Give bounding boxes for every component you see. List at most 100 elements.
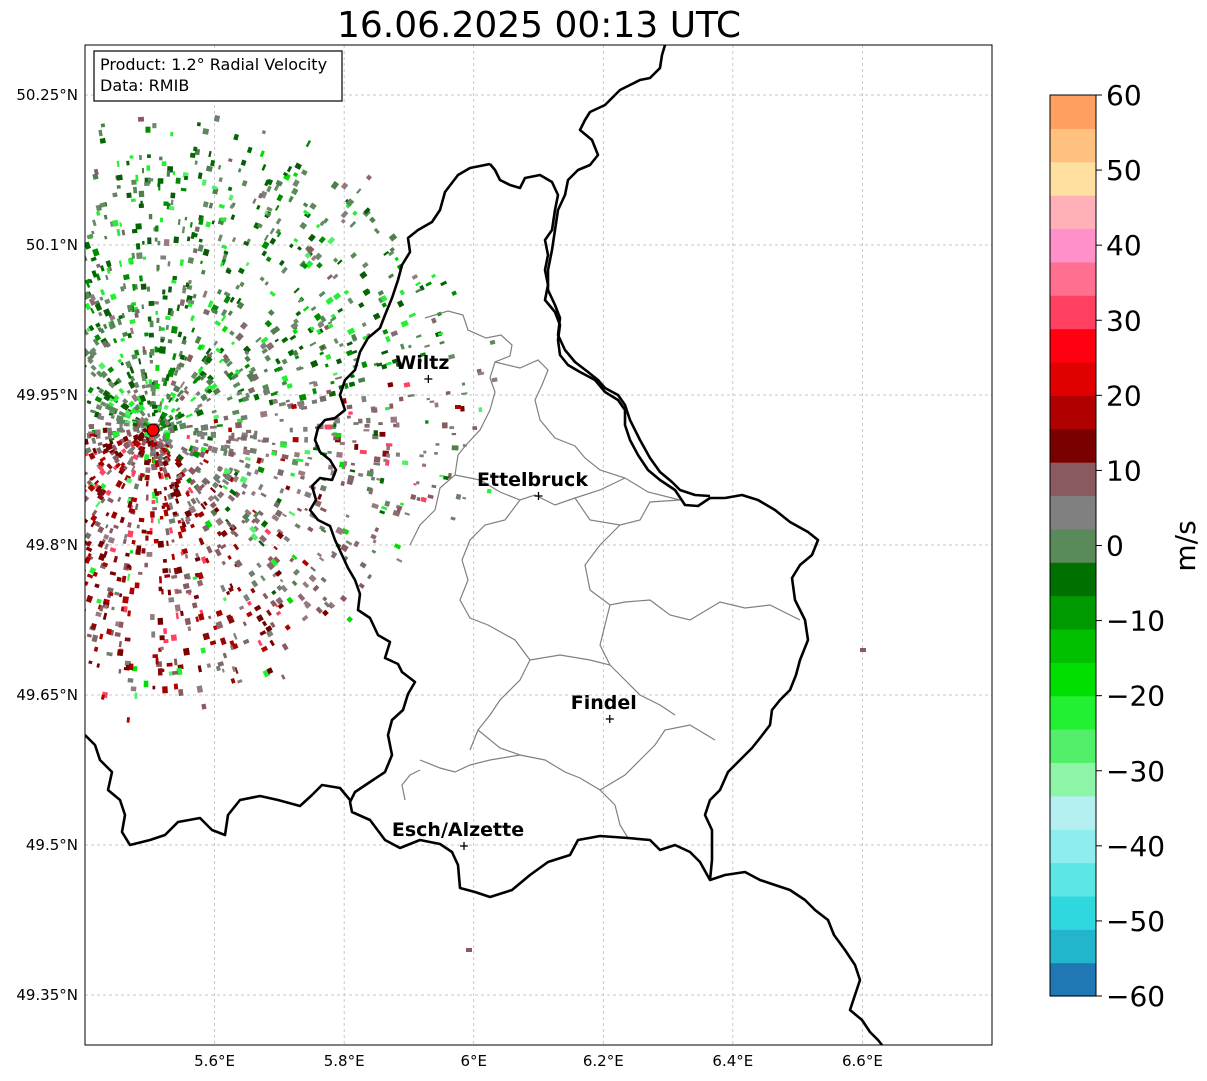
echo-pixel bbox=[277, 468, 285, 477]
echo-pixel bbox=[404, 512, 411, 516]
echo-pixel bbox=[192, 450, 201, 459]
echo-pixel bbox=[230, 529, 236, 536]
echo-pixel bbox=[429, 400, 435, 404]
echo-pixel bbox=[298, 402, 305, 410]
echo-pixel bbox=[118, 668, 122, 674]
colorbar-swatch bbox=[1050, 662, 1096, 697]
echo-pixel bbox=[218, 203, 225, 209]
echo-pixel bbox=[165, 443, 170, 449]
echo-pixel bbox=[293, 237, 299, 243]
echo-pixel bbox=[162, 289, 166, 295]
echo-pixel bbox=[174, 397, 180, 403]
colorbar-tick-labels: 60 50 40 30 20 10 0 −10 −20 −30 −40 −50 −60 bbox=[1096, 79, 1165, 1013]
echo-pixel bbox=[451, 432, 457, 436]
echo-pixel bbox=[272, 399, 279, 405]
lat-tick-label: 50.1°N bbox=[26, 236, 78, 254]
echo-pixel bbox=[167, 472, 172, 479]
echo-pixel bbox=[265, 256, 272, 263]
echo-pixel bbox=[261, 348, 269, 355]
echo-pixel bbox=[112, 338, 118, 344]
echo-pixel bbox=[327, 464, 334, 471]
echo-pixel bbox=[381, 302, 388, 308]
echo-pixel bbox=[289, 243, 294, 249]
echo-pixel bbox=[158, 325, 162, 332]
echo-pixel bbox=[240, 159, 247, 166]
echo-pixel bbox=[172, 670, 178, 675]
echo-pixel bbox=[118, 314, 124, 320]
echo-pixel bbox=[367, 573, 373, 580]
echo-pixel bbox=[131, 353, 138, 360]
echo-pixel bbox=[209, 382, 218, 391]
echo-pixel bbox=[232, 475, 240, 483]
echo-pixel bbox=[110, 511, 118, 519]
echo-pixel bbox=[455, 493, 462, 500]
echo-pixel bbox=[361, 261, 369, 269]
echo-pixel bbox=[335, 526, 345, 536]
echo-pixel bbox=[373, 456, 381, 463]
echo-pixel bbox=[87, 354, 95, 362]
echo-pixel bbox=[129, 319, 136, 325]
echo-pixel bbox=[127, 332, 132, 339]
echo-pixel bbox=[373, 227, 380, 235]
echo-pixel bbox=[85, 447, 92, 455]
echo-pixel bbox=[178, 471, 186, 479]
echo-pixel bbox=[250, 533, 259, 541]
echo-pixel bbox=[143, 431, 151, 438]
echo-pixel bbox=[353, 540, 360, 548]
echo-pixel bbox=[476, 368, 482, 373]
echo-pixel bbox=[228, 427, 232, 433]
echo-pixel bbox=[261, 250, 268, 257]
echo-pixel bbox=[225, 439, 231, 444]
echo-pixel bbox=[309, 326, 315, 332]
echo-pixel bbox=[168, 502, 174, 510]
echo-pixel bbox=[130, 496, 138, 503]
echo-pixel bbox=[257, 466, 265, 474]
echo-pixel bbox=[410, 493, 417, 501]
echo-pixel bbox=[331, 433, 337, 436]
echo-pixel bbox=[116, 451, 124, 459]
city-markers: Wiltz Ettelbruck Findel Esch/Alzette bbox=[392, 352, 637, 850]
echo-pixel bbox=[128, 566, 132, 571]
echo-pixel bbox=[220, 543, 227, 550]
city-label: Wiltz bbox=[395, 352, 449, 374]
echo-pixel bbox=[141, 373, 147, 382]
echo-pixel bbox=[105, 274, 109, 281]
echo-pixel bbox=[420, 496, 427, 503]
echo-pixel bbox=[261, 620, 268, 627]
echo-pixel bbox=[197, 403, 203, 409]
echo-pixel bbox=[90, 409, 97, 414]
echo-pixel bbox=[146, 531, 153, 535]
echo-pixel bbox=[181, 339, 187, 345]
echo-pixel bbox=[123, 283, 127, 290]
echo-pixel bbox=[138, 431, 147, 440]
echo-pixel bbox=[176, 390, 184, 398]
echo-pixel bbox=[219, 261, 224, 267]
echo-pixel bbox=[386, 445, 391, 451]
echo-pixel bbox=[407, 393, 415, 398]
echo-pixel bbox=[92, 219, 97, 227]
echo-pixel bbox=[202, 308, 211, 316]
echo-pixel bbox=[175, 453, 184, 462]
colorbar-label: m/s bbox=[1169, 520, 1202, 571]
echo-pixel bbox=[325, 353, 332, 361]
echo-pixel bbox=[122, 435, 129, 442]
echo-pixel bbox=[201, 355, 208, 363]
echo-pixel bbox=[170, 491, 176, 498]
echo-pixel bbox=[102, 323, 108, 330]
echo-pixel bbox=[221, 325, 229, 333]
echo-pixel bbox=[243, 240, 250, 247]
echo-pixel bbox=[274, 358, 281, 365]
echo-pixel bbox=[304, 507, 308, 512]
echo-pixel bbox=[164, 574, 171, 578]
city-label: Ettelbruck bbox=[477, 469, 588, 491]
echo-pixel bbox=[384, 500, 391, 507]
echo-pixel bbox=[384, 406, 390, 411]
echo-pixel bbox=[100, 694, 105, 700]
echo-pixel bbox=[218, 358, 224, 364]
map-frame bbox=[84, 44, 993, 1046]
echo-pixel bbox=[109, 315, 116, 321]
echo-pixel bbox=[138, 203, 144, 209]
echo-pixel bbox=[116, 160, 120, 168]
echo-pixel bbox=[183, 389, 190, 395]
echo-pixel bbox=[254, 430, 258, 435]
